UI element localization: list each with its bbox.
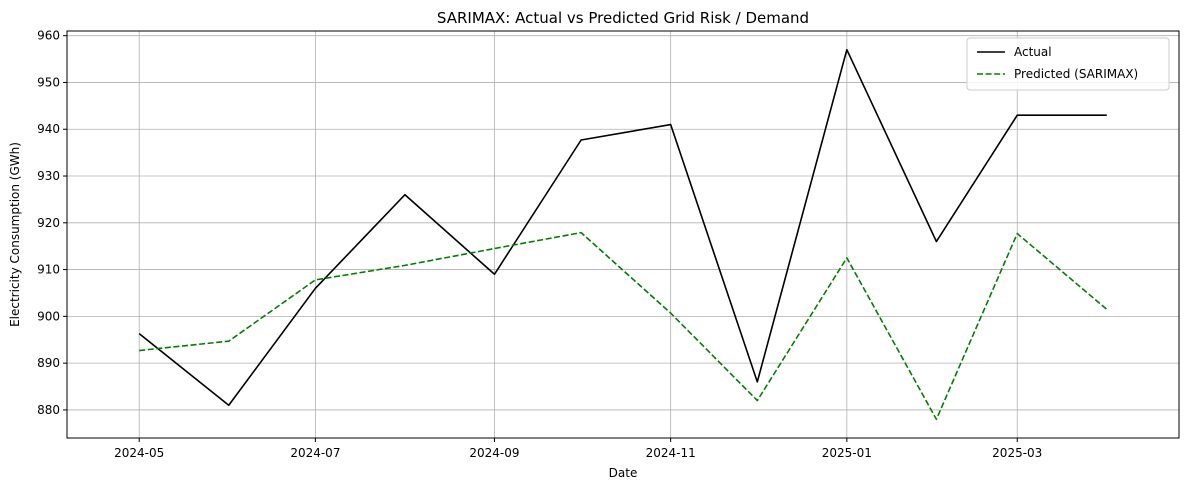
- grid: [67, 31, 1179, 438]
- y-tick-label: 910: [37, 263, 60, 277]
- legend-box: [966, 37, 1170, 91]
- x-tick-label: 2024-05: [114, 446, 164, 460]
- y-tick-label: 940: [37, 122, 60, 136]
- x-tick-label: 2024-11: [646, 446, 696, 460]
- legend-label: Predicted (SARIMAX): [1014, 67, 1138, 81]
- plot-frame: [66, 30, 1180, 439]
- predicted-series-line: [139, 231, 1108, 421]
- x-tick-label: 2024-07: [290, 446, 340, 460]
- y-tick-label: 930: [37, 169, 60, 183]
- actual-series-line: [138, 48, 1107, 407]
- y-tick-label: 900: [37, 309, 60, 323]
- y-tick-label: 920: [37, 216, 60, 230]
- series-layer: [138, 48, 1108, 421]
- y-tick-label: 960: [37, 29, 60, 43]
- y-tick-label: 950: [37, 75, 60, 89]
- legend-label: Actual: [1014, 45, 1052, 59]
- x-tick-label: 2025-03: [992, 446, 1042, 460]
- x-axis-label: Date: [609, 466, 638, 480]
- ticks: 2024-05 2024-07 2024-09 2024-11 2025-01 2025-…: [37, 29, 1042, 460]
- legend: Actual Predicted (SARIMAX): [966, 37, 1170, 91]
- chart-title: SARIMAX: Actual vs Predicted Grid Risk /…: [437, 9, 809, 27]
- y-tick-label: 890: [37, 356, 60, 370]
- x-tick-label: 2024-09: [469, 446, 519, 460]
- x-tick-label: 2025-01: [822, 446, 872, 460]
- y-tick-label: 880: [37, 403, 60, 417]
- y-axis-label: Electricity Consumption (GWh): [8, 142, 22, 327]
